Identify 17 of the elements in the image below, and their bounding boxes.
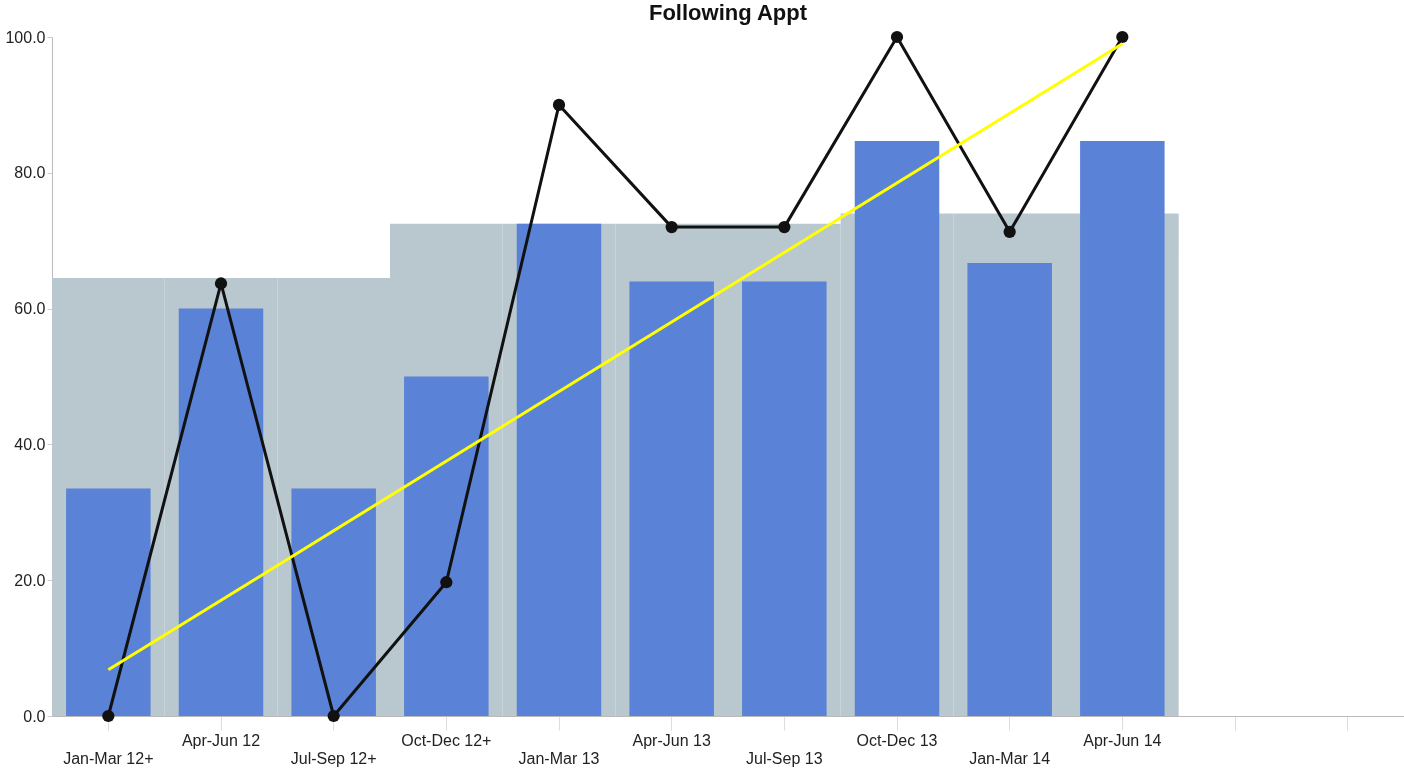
y-tick-label: 0.0 [23, 707, 46, 725]
y-tick-label: 40.0 [14, 435, 46, 453]
y-tick-label: 60.0 [14, 300, 46, 318]
x-tick-label: Apr-Jun 14 [1083, 731, 1162, 749]
x-tick-label: Jul-Sep 12+ [290, 749, 377, 767]
y-tick-label: 80.0 [14, 164, 46, 182]
x-tick-label: Jul-Sep 13 [746, 749, 823, 767]
x-tick-label: Apr-Jun 13 [632, 731, 711, 749]
y-tick-label: 100.0 [5, 28, 46, 46]
chart-title: Following Appt [648, 0, 808, 25]
x-tick-label: Oct-Dec 12+ [401, 731, 492, 749]
x-tick-label: Jan-Mar 12+ [63, 749, 154, 767]
x-tick-label: Jan-Mar 14 [969, 749, 1051, 767]
y-tick-label: 20.0 [14, 571, 46, 589]
x-tick-label: Apr-Jun 12 [181, 731, 261, 749]
x-tick-label: Oct-Dec 13 [856, 731, 938, 749]
x-tick-label: Jan-Mar 13 [518, 749, 600, 767]
